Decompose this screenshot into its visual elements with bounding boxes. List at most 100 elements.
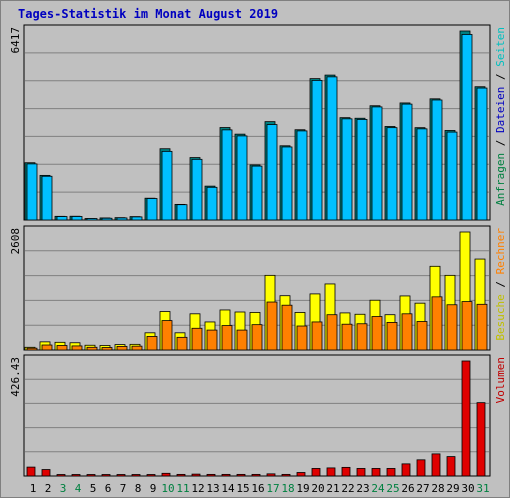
y-max-label-middle: 2608 [9, 228, 22, 255]
bar-rechner-day-3 [56, 345, 68, 351]
legend-item: Rechner [494, 228, 507, 275]
bar-dateien-day-15 [236, 135, 248, 221]
x-tick-label: 2 [45, 482, 52, 495]
x-tick-label: 19 [296, 482, 309, 495]
x-tick-label: 13 [206, 482, 219, 495]
x-tick-label: 21 [326, 482, 339, 495]
bar-volumen-day-20 [311, 468, 321, 477]
bar-rechner-day-9 [146, 336, 158, 351]
x-tick-label: 9 [150, 482, 157, 495]
x-tick-label: 14 [221, 482, 235, 495]
bar-dateien-day-16 [251, 165, 263, 221]
bar-rechner-day-17 [266, 301, 278, 351]
bar-volumen-day-24 [371, 468, 381, 477]
bar-volumen-day-28 [431, 453, 441, 477]
y-max-label-bottom: 426.43 [9, 357, 22, 397]
bar-dateien-day-10 [161, 150, 173, 221]
bar-volumen-day-8 [131, 474, 141, 477]
bar-volumen-day-29 [446, 456, 456, 477]
x-tick-label: 15 [236, 482, 249, 495]
bar-dateien-day-2 [41, 175, 53, 221]
bar-volumen-day-15 [236, 473, 246, 477]
bar-rechner-day-25 [386, 322, 398, 351]
x-tick-label: 11 [176, 482, 189, 495]
bar-dateien-day-1 [26, 163, 38, 221]
bar-volumen-day-7 [116, 474, 126, 477]
bar-volumen-day-3 [56, 474, 66, 477]
bar-rechner-day-19 [296, 325, 308, 351]
x-tick-label: 10 [161, 482, 174, 495]
bar-dateien-day-26 [401, 103, 413, 221]
bar-volumen-day-30 [461, 360, 471, 477]
x-tick-label: 3 [60, 482, 67, 495]
chart-title: Tages-Statistik im Monat August 2019 [18, 7, 279, 21]
legend-item: Anfragen [494, 153, 507, 206]
bar-volumen-day-18 [281, 473, 291, 477]
bar-dateien-day-18 [281, 146, 293, 221]
bar-dateien-day-27 [416, 128, 428, 221]
bar-dateien-day-17 [266, 124, 278, 221]
panel-bottom [23, 354, 491, 477]
x-tick-label: 18 [281, 482, 294, 495]
x-tick-label: 7 [120, 482, 127, 495]
bar-rechner-day-13 [206, 329, 218, 351]
bar-rechner-day-4 [71, 345, 83, 351]
x-tick-label: 23 [356, 482, 369, 495]
bar-volumen-day-12 [191, 473, 201, 477]
bar-dateien-day-28 [431, 99, 443, 221]
legend-item: Seiten [494, 27, 507, 67]
bar-volumen-day-19 [296, 472, 306, 477]
bar-rechner-day-5 [86, 346, 98, 351]
bar-rechner-day-18 [281, 304, 293, 351]
bar-rechner-day-16 [251, 324, 263, 351]
bar-dateien-day-3 [56, 216, 68, 221]
x-tick-label: 28 [431, 482, 444, 495]
x-tick-label: 29 [446, 482, 459, 495]
x-tick-label: 6 [105, 482, 112, 495]
bar-rechner-day-6 [101, 347, 113, 351]
bar-volumen-day-10 [161, 472, 171, 477]
bar-rechner-day-1 [26, 347, 38, 351]
bar-dateien-day-13 [206, 186, 218, 221]
bar-dateien-day-11 [176, 204, 188, 221]
bar-volumen-day-13 [206, 473, 216, 477]
series-legend-top: Anfragen / Dateien / Seiten [494, 27, 507, 206]
bar-dateien-day-8 [131, 216, 143, 221]
x-tick-label: 5 [90, 482, 97, 495]
bar-rechner-day-14 [221, 325, 233, 351]
bar-dateien-day-25 [386, 127, 398, 221]
bar-rechner-day-28 [431, 296, 443, 351]
legend-item: Besuche [494, 294, 507, 340]
bar-rechner-day-11 [176, 336, 188, 351]
bar-dateien-day-14 [221, 129, 233, 221]
bar-volumen-day-25 [386, 468, 396, 477]
bar-dateien-day-21 [326, 76, 338, 221]
x-tick-label: 20 [311, 482, 324, 495]
bar-rechner-day-21 [326, 314, 338, 351]
bar-rechner-day-24 [371, 316, 383, 351]
bar-rechner-day-31 [476, 303, 488, 351]
bar-volumen-day-21 [326, 467, 336, 477]
bar-rechner-day-15 [236, 329, 248, 351]
bar-volumen-day-9 [146, 474, 156, 477]
series-legend-bottom: Volumen [494, 357, 507, 403]
legend-item: / [494, 67, 507, 87]
bar-volumen-day-16 [251, 473, 261, 477]
bar-dateien-day-22 [341, 118, 353, 221]
bar-dateien-day-4 [71, 216, 83, 221]
x-tick-label: 8 [135, 482, 142, 495]
bar-dateien-day-9 [146, 198, 158, 221]
bar-volumen-day-4 [71, 474, 81, 477]
bar-rechner-day-30 [461, 301, 473, 351]
x-tick-label: 4 [75, 482, 82, 495]
legend-item: Volumen [494, 357, 507, 403]
bar-rechner-day-29 [446, 304, 458, 351]
x-tick-label: 22 [341, 482, 354, 495]
x-tick-label: 16 [251, 482, 264, 495]
bar-rechner-day-27 [416, 321, 428, 351]
bar-dateien-day-31 [476, 87, 488, 221]
bar-dateien-day-12 [191, 158, 203, 221]
bar-rechner-day-8 [131, 345, 143, 351]
x-tick-label: 12 [191, 482, 204, 495]
